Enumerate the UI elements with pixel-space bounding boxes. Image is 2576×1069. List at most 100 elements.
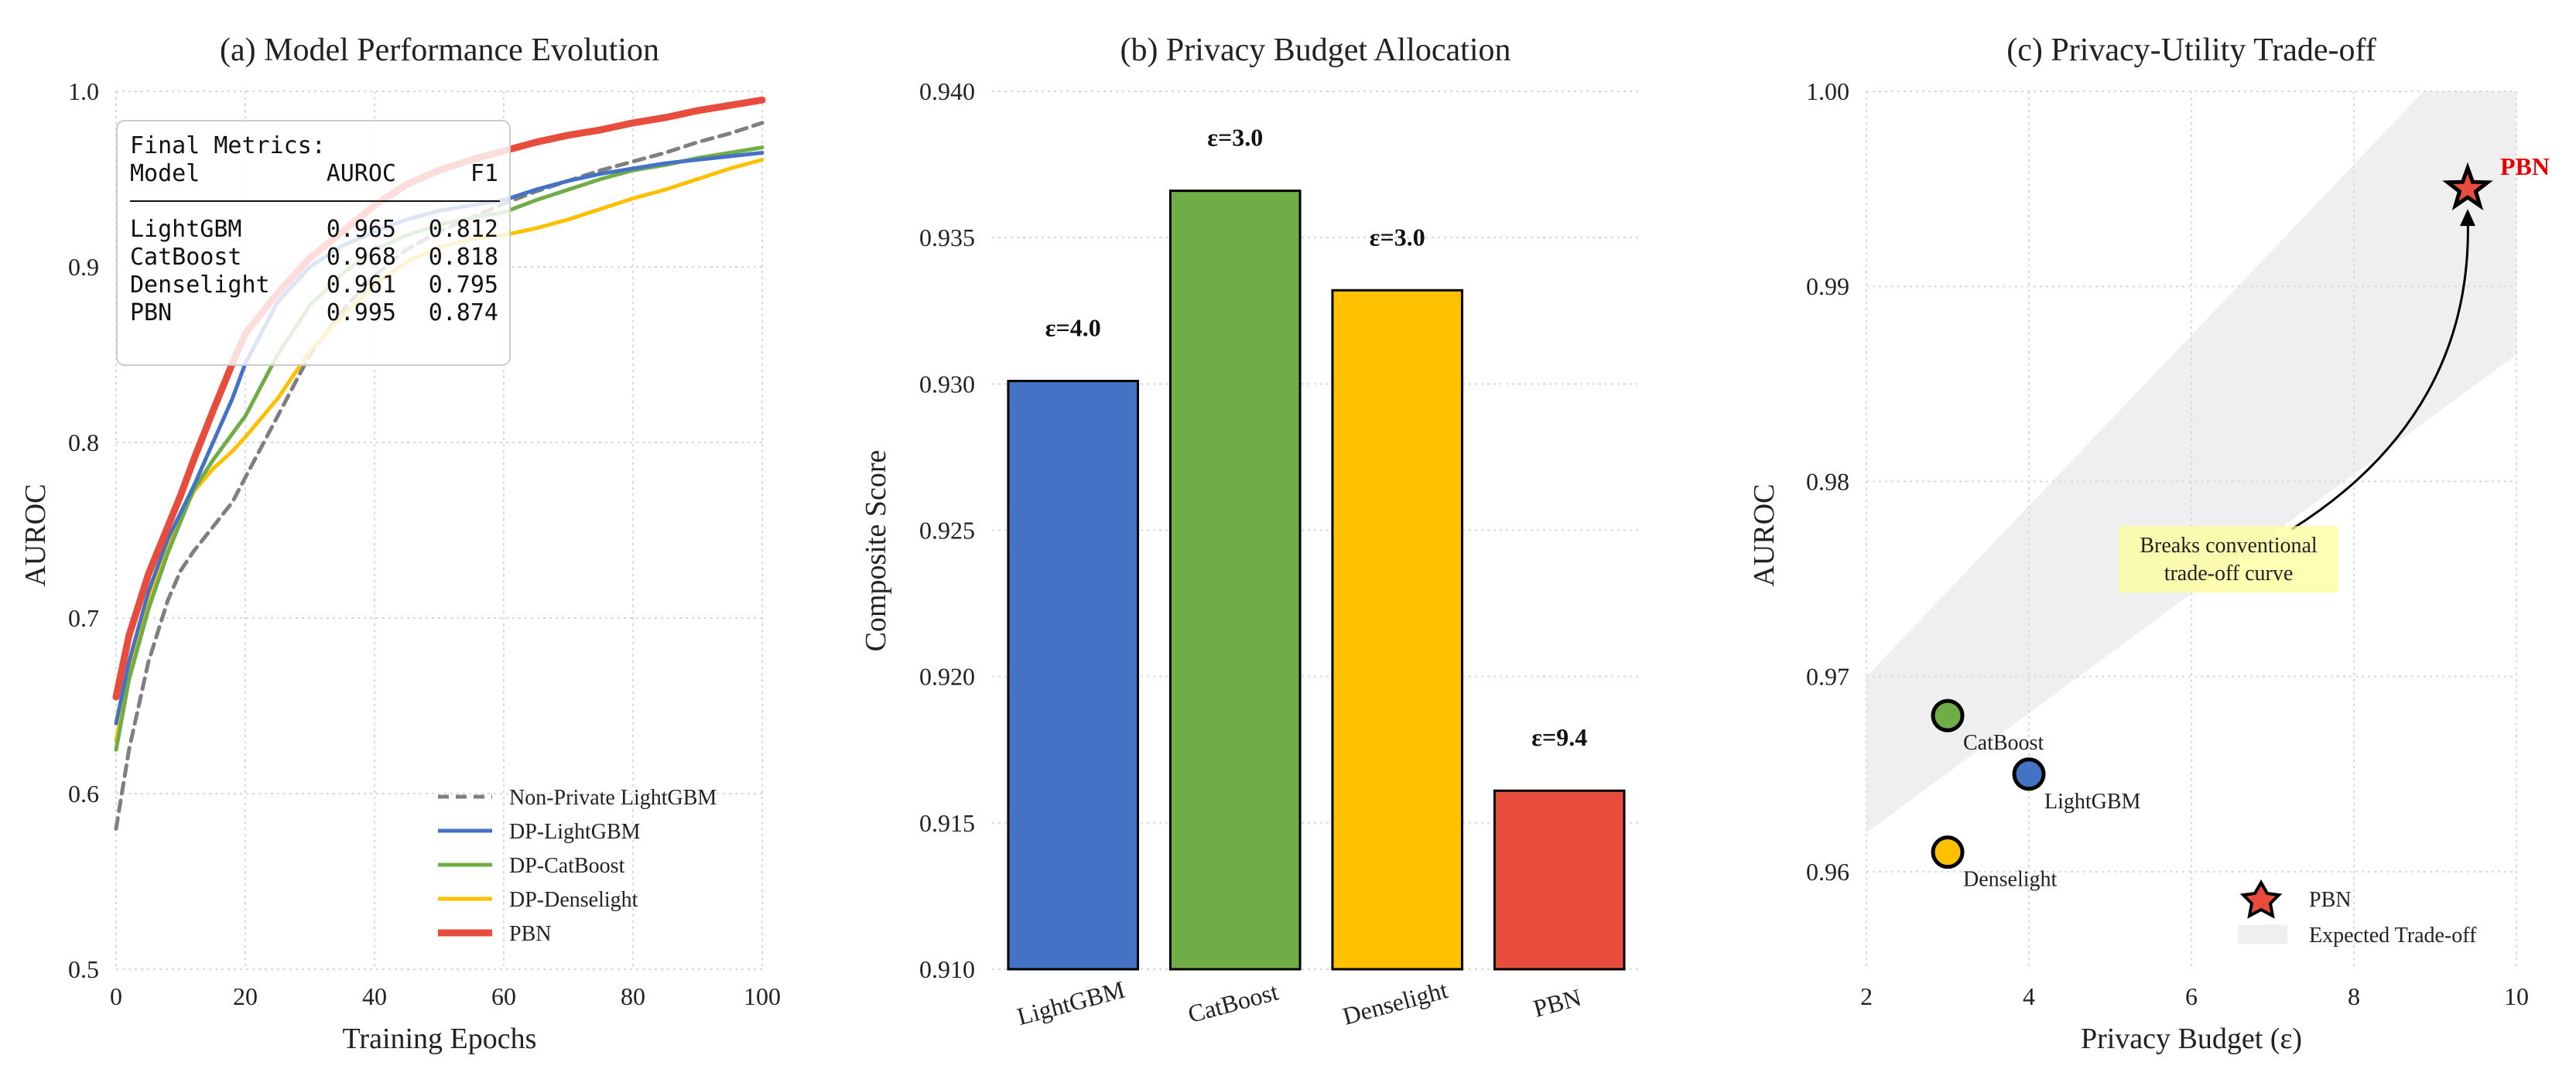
annotation-box: Breaks conventional trade-off curve: [2119, 526, 2338, 593]
metrics-row-auroc: 0.965: [327, 216, 396, 243]
bar-catboost: [1168, 190, 1302, 971]
metrics-row-model: PBN: [130, 299, 172, 326]
panel-a-legend: Non-Private LightGBM DP-LightGBM DP-CatB…: [438, 786, 717, 946]
panel-a-line-chart: (a) Model Performance Evolution 0.50.60.…: [19, 32, 781, 1055]
point-label: CatBoost: [1963, 731, 2044, 755]
panel-a-x-tick-label: 0: [110, 982, 122, 1010]
metrics-header-f1: F1: [470, 160, 498, 187]
metrics-row-f1: 0.874: [429, 299, 498, 326]
metrics-row-model: LightGBM: [130, 216, 242, 243]
legend-label-dp-denselight: DP-Denselight: [509, 888, 638, 912]
metrics-row-auroc: 0.961: [327, 272, 396, 299]
annotation-line-1: Breaks conventional: [2140, 534, 2318, 558]
panel-a-title: (a) Model Performance Evolution: [220, 32, 659, 68]
panel-b-y-ticks: 0.910 0.915 0.920 0.925 0.930 0.935 0.940: [919, 77, 975, 983]
point-denselight: [1931, 835, 1965, 869]
panel-c-annotation-arrow: [2291, 209, 2475, 531]
panel-a-x-tick-label: 40: [362, 982, 387, 1010]
bar-category-label: LightGBM: [1014, 975, 1128, 1031]
bar-epsilon-label: ε=3.0: [1370, 223, 1425, 251]
panel-b-y-tick-label: 0.910: [919, 955, 975, 983]
metrics-box-frame: [116, 120, 511, 366]
annotation-arrow-line: [2291, 213, 2469, 531]
metrics-row-f1: 0.818: [429, 244, 498, 271]
metrics-rows: LightGBM 0.965 0.812 CatBoost 0.968 0.818 Dens…: [130, 216, 498, 326]
metrics-row-auroc: 0.995: [327, 299, 396, 326]
panel-c-x-tick-label: 2: [1860, 982, 1873, 1010]
legend-label-nonprivate: Non-Private LightGBM: [509, 786, 717, 810]
pbn-point-label: PBN: [2500, 152, 2550, 180]
metrics-box: Final Metrics: Model AUROC F1 LightGBM 0.…: [116, 120, 511, 366]
panel-c-scatter-chart: (c) Privacy-Utility Trade-off 0.96 0.97 0.…: [1748, 32, 2550, 1055]
annotation-box-background: [2119, 526, 2338, 593]
legend-label-dp-catboost: DP-CatBoost: [509, 854, 625, 878]
panel-a-y-tick-label: 0.8: [68, 429, 99, 456]
bar-epsilon-label: ε=4.0: [1045, 314, 1101, 342]
panel-a-x-ticks: 0 20 40 60 80 100: [110, 982, 781, 1010]
panel-c-ticks: 0.96 0.97 0.98 0.99 1.00 2 4 6 8 10: [1806, 77, 2529, 1010]
panel-a-x-axis-label: Training Epochs: [343, 1023, 537, 1055]
panel-a-y-tick-label: 1.0: [68, 77, 99, 105]
panel-a-y-tick-label: 0.6: [68, 780, 99, 808]
panel-b-bars: ε=4.0 LightGBM ε=3.0 CatBoost ε=3.0 Denseligh…: [1007, 124, 1626, 1031]
legend-label-dp-lightgbm: DP-LightGBM: [509, 820, 641, 844]
bar-epsilon-label: ε=3.0: [1207, 124, 1263, 152]
annotation-line-2: trade-off curve: [2164, 562, 2294, 586]
panel-c-band-layer: [1866, 91, 2516, 833]
panel-a-y-tick-label: 0.5: [68, 955, 99, 983]
panel-c-y-tick-label: 0.97: [1806, 663, 1849, 691]
bar-denselight: [1331, 289, 1464, 971]
panel-c-y-tick-label: 1.00: [1806, 77, 1849, 105]
bar-epsilon-label: ε=9.4: [1531, 723, 1587, 751]
annotation-arrow-head: [2460, 209, 2475, 227]
panel-b-y-tick-label: 0.915: [919, 809, 975, 837]
panel-c-y-tick-label: 0.96: [1806, 858, 1849, 886]
panel-b-y-tick-label: 0.920: [919, 663, 975, 691]
panel-c-x-tick-label: 10: [2504, 982, 2529, 1010]
bar-category-label: CatBoost: [1185, 978, 1281, 1029]
panel-b-y-tick-label: 0.930: [919, 370, 975, 398]
metrics-row-auroc: 0.968: [327, 244, 396, 271]
point-label: LightGBM: [2044, 790, 2141, 814]
panel-b-y-tick-label: 0.935: [919, 224, 975, 251]
legend-star-icon: [2239, 879, 2283, 919]
panel-a-x-tick-label: 60: [491, 982, 516, 1010]
point-label: Denselight: [1963, 868, 2058, 892]
panel-b-y-tick-label: 0.925: [919, 517, 975, 545]
bar-lightgbm: [1007, 380, 1140, 971]
bar-category-label: PBN: [1531, 983, 1584, 1023]
bar-pbn: [1493, 789, 1626, 971]
panel-c-title: (c) Privacy-Utility Trade-off: [2006, 32, 2376, 68]
expected-tradeoff-band: [1866, 91, 2516, 833]
point-lightgbm: [2012, 757, 2046, 791]
panel-c-x-tick-label: 8: [2348, 982, 2360, 1010]
metrics-row-model: Denselight: [130, 272, 270, 299]
metrics-row-f1: 0.812: [429, 216, 498, 243]
panel-a-y-ticks: 0.5 0.6 0.7 0.8 0.9 1.0: [68, 77, 99, 983]
panel-a-x-tick-label: 80: [621, 982, 645, 1010]
panel-c-y-tick-label: 0.99: [1806, 272, 1849, 300]
panel-b-y-axis-label: Composite Score: [860, 450, 892, 652]
panel-a-y-tick-label: 0.7: [68, 604, 99, 632]
panel-a-x-tick-label: 20: [233, 982, 258, 1010]
point-catboost: [1931, 698, 1965, 733]
metrics-header-auroc: AUROC: [327, 160, 396, 187]
point-pbn-star: [2442, 162, 2493, 211]
panel-b-y-tick-label: 0.940: [919, 77, 975, 105]
panel-c-y-axis-label: AUROC: [1748, 483, 1781, 586]
metrics-header-model: Model: [130, 160, 200, 187]
panel-b-title: (b) Privacy Budget Allocation: [1120, 32, 1510, 68]
metrics-row-model: CatBoost: [130, 244, 242, 271]
legend-label-pbn-c: PBN: [2309, 888, 2351, 912]
legend-label-expected: Expected Trade-off: [2309, 924, 2477, 948]
panel-a-y-axis-label: AUROC: [19, 483, 52, 586]
legend-band-swatch: [2238, 925, 2287, 944]
panel-a-y-tick-label: 0.9: [68, 253, 99, 281]
metrics-row-f1: 0.795: [429, 272, 498, 299]
legend-label-pbn: PBN: [509, 922, 551, 946]
panel-c-x-axis-label: Privacy Budget (ε): [2081, 1023, 2302, 1055]
panel-c-x-tick-label: 6: [2185, 982, 2198, 1010]
metrics-box-title: Final Metrics:: [130, 132, 326, 159]
panel-b-bar-chart: (b) Privacy Budget Allocation 0.910 0.915…: [860, 32, 1640, 1030]
